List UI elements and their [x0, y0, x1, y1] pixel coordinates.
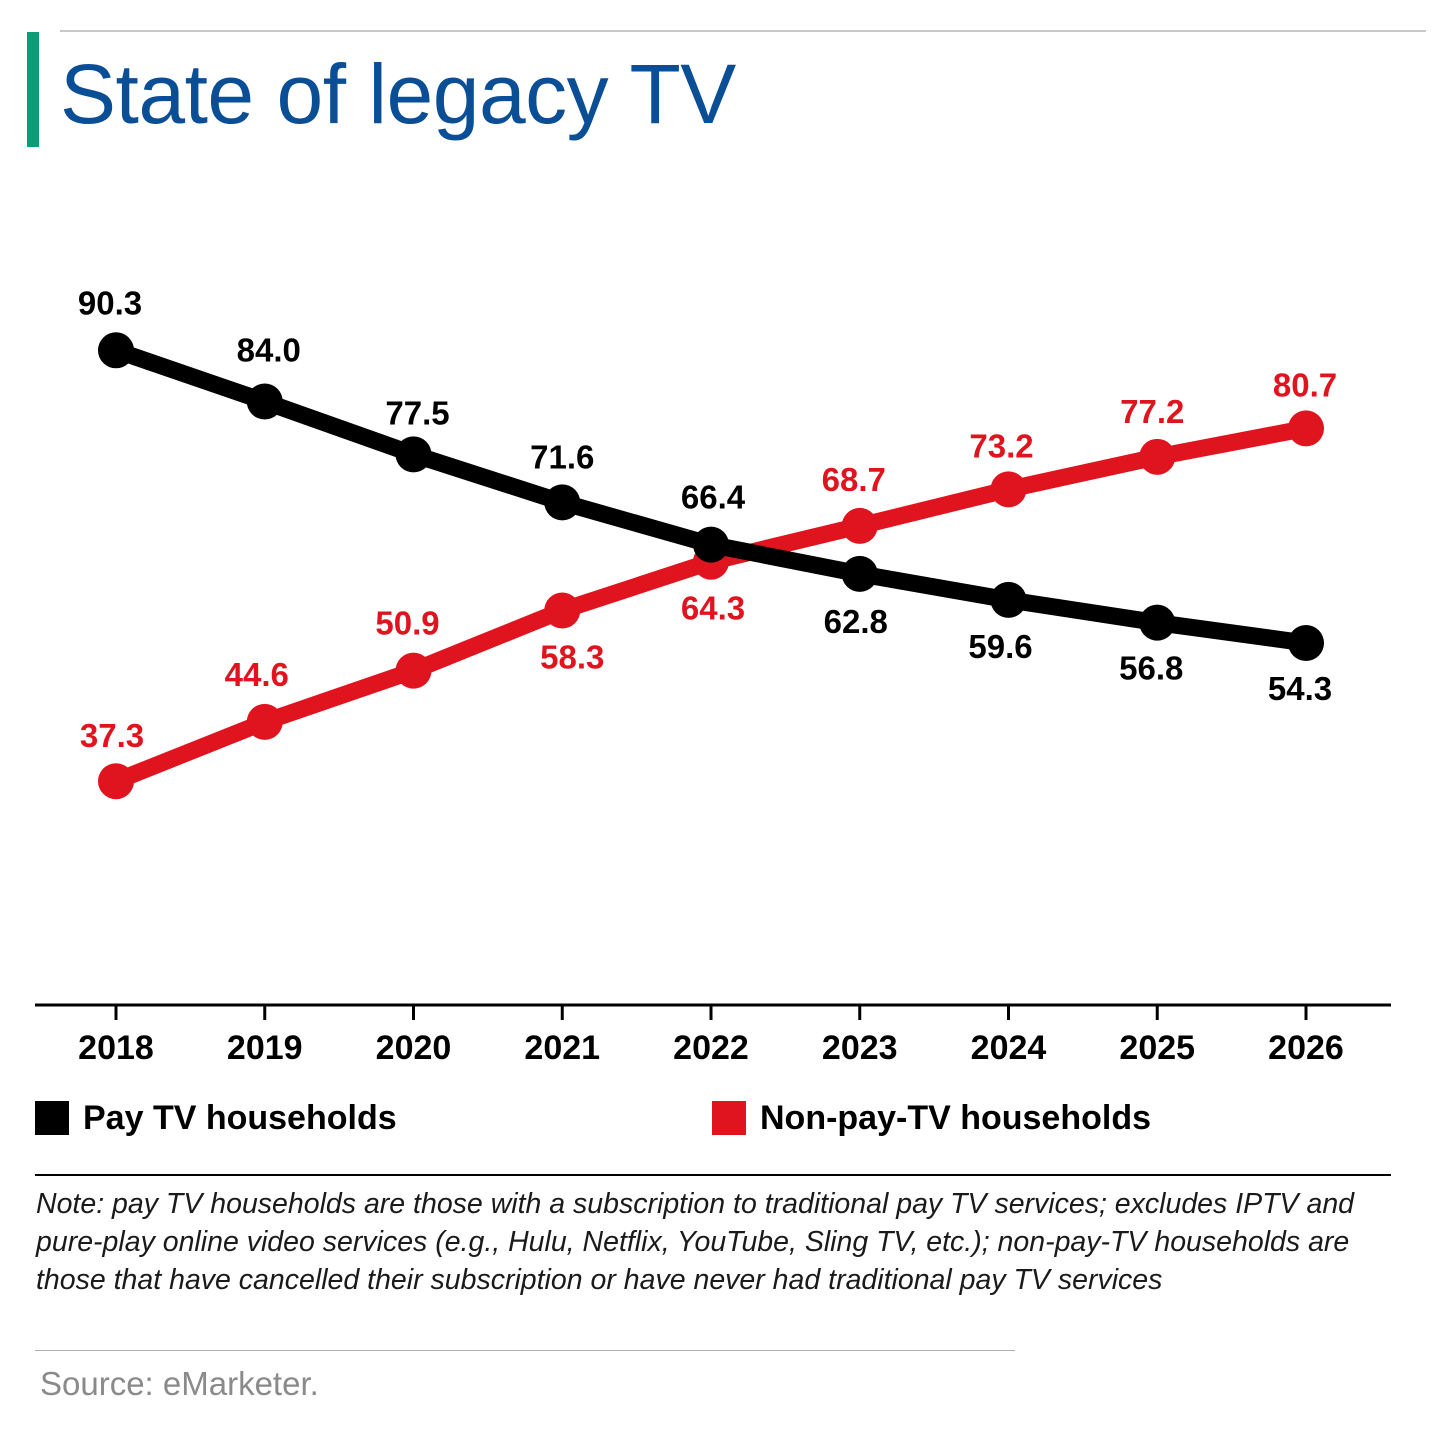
data-label-non-pay-tv: 68.7	[822, 461, 886, 498]
legend-label-pay-tv: Pay TV households	[83, 1098, 397, 1137]
note-divider	[35, 1174, 1391, 1176]
x-tick-label: 2026	[1268, 1029, 1344, 1067]
data-label-pay-tv: 77.5	[385, 394, 449, 431]
legend-item-pay-tv: Pay TV households	[35, 1096, 397, 1140]
data-point-non-pay-tv	[395, 652, 432, 689]
data-label-non-pay-tv: 58.3	[540, 638, 604, 675]
data-point-non-pay-tv	[544, 592, 581, 629]
chart-note: Note: pay TV households are those with a…	[36, 1188, 1355, 1296]
data-label-pay-tv: 54.3	[1268, 670, 1332, 707]
x-tick-label: 2022	[673, 1029, 749, 1067]
data-point-pay-tv	[1139, 604, 1176, 641]
x-tick-label: 2019	[227, 1029, 303, 1067]
x-tick-label: 2020	[376, 1029, 452, 1067]
data-label-non-pay-tv: 50.9	[375, 605, 439, 642]
legend-swatch-non-pay-tv	[712, 1101, 746, 1135]
line-chart: 2018 2019 2020 2021 2022 2023 2024 2025 2026 37.3…	[35, 284, 1391, 1067]
data-label-non-pay-tv: 80.7	[1273, 366, 1337, 403]
data-point-non-pay-tv	[1139, 438, 1176, 475]
data-label-non-pay-tv: 73.2	[969, 427, 1033, 464]
top-rule	[60, 30, 1426, 32]
data-point-pay-tv	[990, 581, 1027, 618]
x-tick-label: 2024	[971, 1029, 1047, 1067]
data-point-pay-tv	[841, 555, 878, 592]
x-tick-label: 2023	[822, 1029, 898, 1067]
data-label-non-pay-tv: 64.3	[681, 590, 745, 627]
legend-swatch-pay-tv	[35, 1101, 69, 1135]
data-label-pay-tv: 56.8	[1119, 650, 1183, 687]
data-point-pay-tv	[693, 526, 729, 563]
data-point-non-pay-tv	[841, 507, 878, 544]
x-tick-label: 2025	[1119, 1029, 1195, 1067]
data-label-pay-tv: 90.3	[78, 284, 142, 321]
x-tick-label: 2018	[78, 1029, 154, 1067]
data-point-pay-tv	[544, 484, 581, 521]
data-label-non-pay-tv: 37.3	[80, 717, 144, 754]
data-point-non-pay-tv	[1288, 410, 1324, 447]
chart-title: State of legacy TV	[60, 47, 736, 141]
legend-item-non-pay-tv: Non-pay-TV households	[712, 1096, 1151, 1140]
data-point-non-pay-tv	[990, 471, 1027, 508]
data-label-pay-tv: 59.6	[968, 628, 1032, 665]
source-credit: Source: eMarketer.	[40, 1365, 319, 1402]
data-label-pay-tv: 71.6	[530, 438, 594, 475]
data-point-non-pay-tv	[98, 763, 134, 800]
data-label-pay-tv: 62.8	[824, 603, 888, 640]
data-point-pay-tv	[98, 332, 134, 369]
x-tick-label: 2021	[524, 1029, 600, 1067]
source-divider	[35, 1350, 1015, 1351]
data-label-pay-tv: 84.0	[237, 332, 301, 369]
data-point-pay-tv	[246, 383, 283, 420]
data-label-pay-tv: 66.4	[681, 479, 746, 516]
data-point-pay-tv	[1288, 624, 1324, 661]
data-label-non-pay-tv: 77.2	[1120, 393, 1184, 430]
legend-label-non-pay-tv: Non-pay-TV households	[760, 1098, 1151, 1137]
data-label-non-pay-tv: 44.6	[225, 656, 289, 693]
title-accent-bar	[27, 32, 39, 147]
data-point-non-pay-tv	[246, 703, 283, 740]
data-point-pay-tv	[395, 436, 432, 473]
